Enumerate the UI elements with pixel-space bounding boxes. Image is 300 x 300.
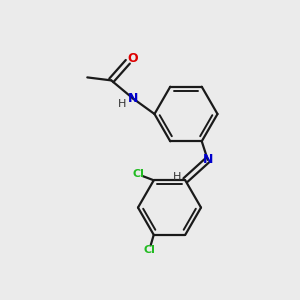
Text: Cl: Cl (132, 169, 144, 179)
Text: O: O (127, 52, 138, 65)
Text: H: H (118, 99, 126, 110)
Text: N: N (202, 153, 213, 167)
Text: H: H (173, 172, 181, 182)
Text: N: N (128, 92, 138, 105)
Text: Cl: Cl (143, 245, 155, 255)
